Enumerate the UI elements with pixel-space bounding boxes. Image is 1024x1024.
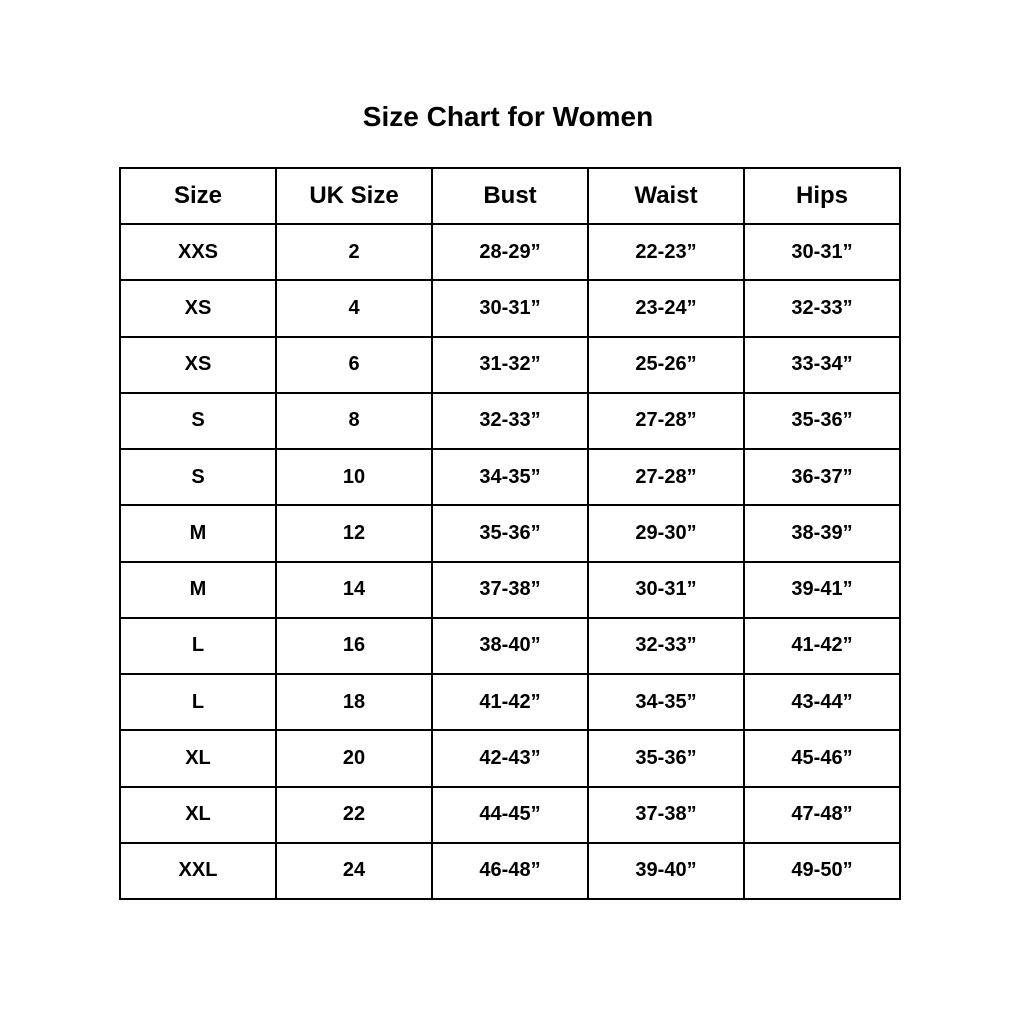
cell-size: XXS — [119, 222, 277, 282]
cell-waist: 27-28” — [587, 391, 745, 451]
cell-hips: 36-37” — [743, 447, 901, 507]
cell-size: L — [119, 616, 277, 676]
cell-bust: 41-42” — [431, 672, 589, 732]
column-header-waist: Waist — [587, 167, 745, 225]
table-row: XXS 2 28-29” 22-23” 30-31” — [119, 222, 901, 282]
cell-uk-size: 22 — [275, 785, 433, 844]
cell-hips: 33-34” — [743, 335, 901, 394]
column-header-hips: Hips — [743, 167, 901, 225]
cell-waist: 30-31” — [587, 560, 745, 619]
cell-size: XS — [119, 335, 277, 394]
cell-waist: 34-35” — [587, 672, 745, 732]
cell-size: M — [119, 560, 277, 619]
cell-size: XL — [119, 785, 277, 844]
cell-bust: 35-36” — [431, 504, 589, 563]
cell-hips: 47-48” — [743, 785, 901, 844]
cell-uk-size: 6 — [275, 335, 433, 394]
cell-size: L — [119, 672, 277, 732]
table-row: XXL 24 46-48” 39-40” 49-50” — [119, 841, 901, 901]
cell-waist: 25-26” — [587, 335, 745, 394]
cell-hips: 43-44” — [743, 672, 901, 732]
cell-hips: 30-31” — [743, 222, 901, 282]
cell-uk-size: 2 — [275, 222, 433, 282]
cell-bust: 38-40” — [431, 616, 589, 676]
cell-uk-size: 14 — [275, 560, 433, 619]
page-title: Size Chart for Women — [362, 101, 654, 132]
table-row: M 12 35-36” 29-30” 38-39” — [119, 504, 901, 563]
cell-size: S — [119, 447, 277, 507]
cell-waist: 39-40” — [587, 841, 745, 901]
cell-waist: 35-36” — [587, 729, 745, 788]
cell-waist: 27-28” — [587, 447, 745, 507]
table-row: S 10 34-35” 27-28” 36-37” — [119, 447, 901, 507]
cell-uk-size: 8 — [275, 391, 433, 451]
size-chart-table: Size UK Size Bust Waist Hips XXS 2 28-29” 22-23… — [119, 167, 901, 901]
cell-hips: 38-39” — [743, 504, 901, 563]
column-header-uk-size: UK Size — [275, 167, 433, 225]
table-row: XL 22 44-45” 37-38” 47-48” — [119, 785, 901, 844]
cell-hips: 45-46” — [743, 729, 901, 788]
cell-size: M — [119, 504, 277, 563]
cell-hips: 39-41” — [743, 560, 901, 619]
cell-bust: 34-35” — [431, 447, 589, 507]
cell-waist: 32-33” — [587, 616, 745, 676]
cell-bust: 30-31” — [431, 279, 589, 338]
cell-size: XXL — [119, 841, 277, 901]
column-header-bust: Bust — [431, 167, 589, 225]
cell-size: XS — [119, 279, 277, 338]
table-row: XL 20 42-43” 35-36” 45-46” — [119, 729, 901, 788]
cell-hips: 41-42” — [743, 616, 901, 676]
cell-bust: 46-48” — [431, 841, 589, 901]
column-header-size: Size — [119, 167, 277, 225]
table-row: M 14 37-38” 30-31” 39-41” — [119, 560, 901, 619]
cell-uk-size: 10 — [275, 447, 433, 507]
cell-uk-size: 18 — [275, 672, 433, 732]
cell-uk-size: 4 — [275, 279, 433, 338]
table-row: XS 6 31-32” 25-26” 33-34” — [119, 335, 901, 394]
cell-waist: 23-24” — [587, 279, 745, 338]
table-row: S 8 32-33” 27-28” 35-36” — [119, 391, 901, 451]
table-row: L 16 38-40” 32-33” 41-42” — [119, 616, 901, 676]
cell-waist: 22-23” — [587, 222, 745, 282]
cell-hips: 35-36” — [743, 391, 901, 451]
cell-hips: 49-50” — [743, 841, 901, 901]
cell-bust: 32-33” — [431, 391, 589, 451]
cell-hips: 32-33” — [743, 279, 901, 338]
cell-size: S — [119, 391, 277, 451]
cell-bust: 44-45” — [431, 785, 589, 844]
cell-bust: 28-29” — [431, 222, 589, 282]
cell-uk-size: 12 — [275, 504, 433, 563]
cell-bust: 31-32” — [431, 335, 589, 394]
cell-bust: 37-38” — [431, 560, 589, 619]
cell-uk-size: 16 — [275, 616, 433, 676]
table-header-row: Size UK Size Bust Waist Hips — [119, 167, 901, 225]
table-row: L 18 41-42” 34-35” 43-44” — [119, 672, 901, 732]
cell-waist: 37-38” — [587, 785, 745, 844]
table-row: XS 4 30-31” 23-24” 32-33” — [119, 279, 901, 338]
cell-bust: 42-43” — [431, 729, 589, 788]
cell-waist: 29-30” — [587, 504, 745, 563]
cell-uk-size: 20 — [275, 729, 433, 788]
cell-uk-size: 24 — [275, 841, 433, 901]
cell-size: XL — [119, 729, 277, 788]
